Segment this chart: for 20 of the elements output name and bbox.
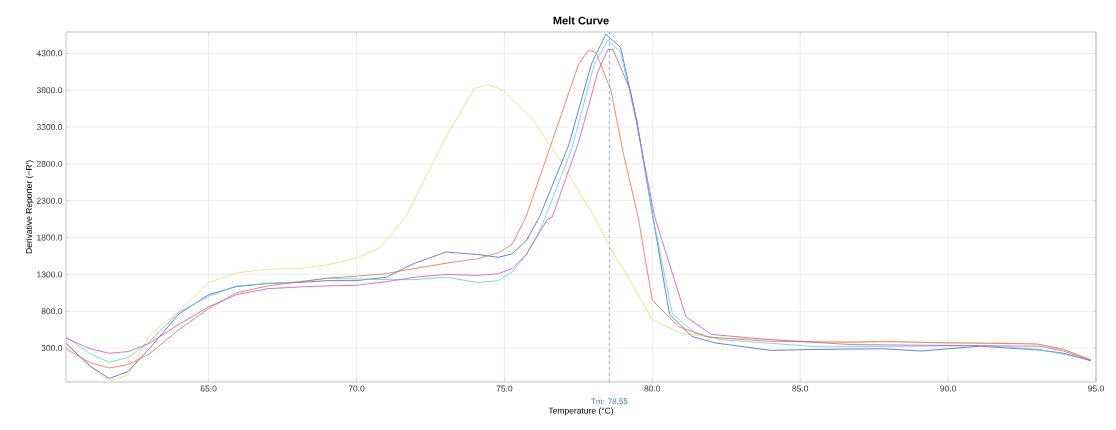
x-tick-label: 65.0 (200, 385, 217, 392)
y-axis-title: Derivative Reporter (−R') (25, 160, 34, 254)
y-tick-label: 800.0 (41, 308, 63, 315)
x-tick-label: 70.0 (348, 385, 365, 392)
y-tick-label: 300.0 (41, 345, 63, 352)
y-tick-label: 2800.0 (36, 160, 63, 167)
y-tick-label: 3800.0 (36, 87, 63, 94)
y-tick-label: 3300.0 (36, 124, 63, 131)
x-tick-label: 95.0 (1088, 385, 1104, 392)
x-tick-label: 90.0 (940, 385, 957, 392)
y-tick-label: 1300.0 (37, 271, 63, 278)
x-tick-label: 85.0 (792, 385, 809, 392)
x-axis-title: Temperature (°C) (548, 407, 614, 416)
x-tick-label: 75.0 (496, 385, 513, 392)
y-tick-label: 1800.0 (37, 234, 63, 241)
y-tick-label: 2300.0 (36, 197, 63, 204)
chart-title: Melt Curve (553, 16, 609, 25)
y-tick-label: 4300.0 (36, 50, 63, 57)
ref-line-label: Tm: 78.55 (591, 398, 628, 405)
x-tick-label: 80.0 (644, 385, 661, 392)
